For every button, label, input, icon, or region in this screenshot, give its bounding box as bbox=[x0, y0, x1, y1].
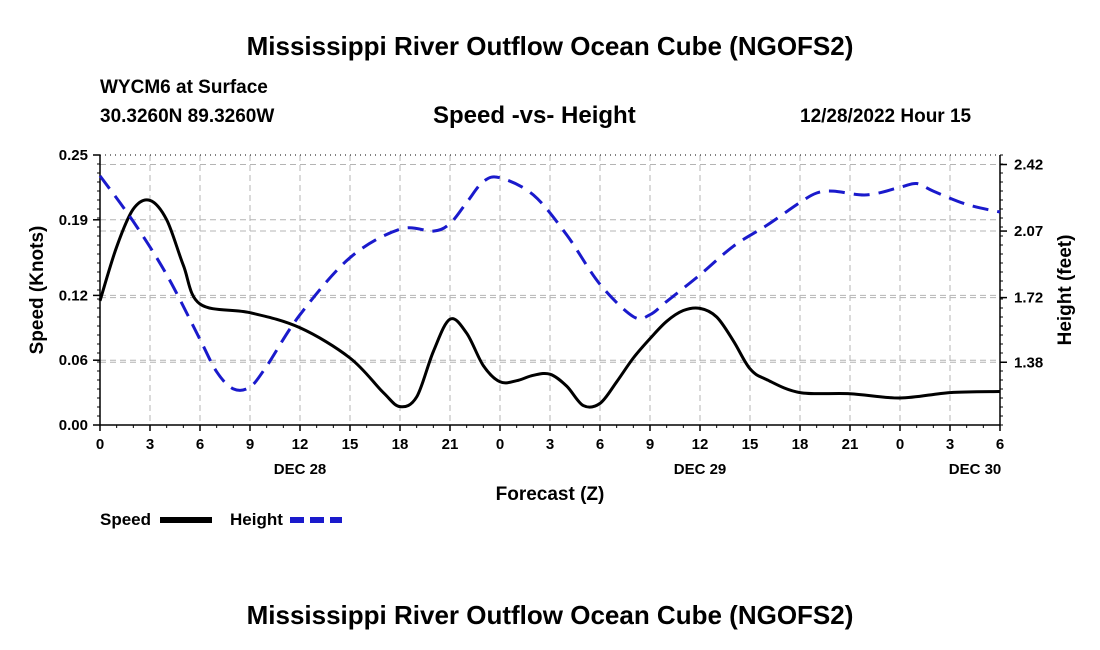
x-tick-label: 9 bbox=[646, 436, 654, 453]
x-tick-label: 6 bbox=[996, 436, 1004, 453]
y-tick-label: 0.06 bbox=[59, 352, 88, 369]
x-tick-label: 3 bbox=[146, 436, 154, 453]
y-tick-label: 0.19 bbox=[59, 212, 88, 229]
date-hour-label: 12/28/2022 Hour 15 bbox=[800, 106, 972, 127]
y-tick-label: 0.00 bbox=[59, 417, 88, 434]
x-tick-label: 3 bbox=[546, 436, 554, 453]
x-tick-label: 0 bbox=[896, 436, 904, 453]
x-tick-label: 3 bbox=[946, 436, 954, 453]
date-label: DEC 30 bbox=[949, 461, 1002, 478]
page-title-top: Mississippi River Outflow Ocean Cube (NG… bbox=[246, 31, 854, 61]
date-label: DEC 28 bbox=[274, 461, 327, 478]
x-axis-title: Forecast (Z) bbox=[496, 484, 605, 505]
y2-tick-label: 1.72 bbox=[1014, 290, 1043, 307]
y-axis-title: Speed (Knots) bbox=[27, 226, 48, 355]
x-tick-label: 12 bbox=[292, 436, 309, 453]
y2-tick-label: 2.07 bbox=[1014, 223, 1043, 240]
page-title-bottom: Mississippi River Outflow Ocean Cube (NG… bbox=[246, 600, 854, 630]
x-tick-label: 0 bbox=[496, 436, 504, 453]
x-tick-label: 6 bbox=[196, 436, 204, 453]
date-label: DEC 29 bbox=[674, 461, 727, 478]
x-tick-label: 21 bbox=[842, 436, 859, 453]
y2-axis-title: Height (feet) bbox=[1055, 235, 1076, 346]
x-tick-label: 6 bbox=[596, 436, 604, 453]
x-tick-label: 21 bbox=[442, 436, 459, 453]
x-tick-label: 18 bbox=[792, 436, 809, 453]
y2-tick-label: 1.38 bbox=[1014, 354, 1043, 371]
x-tick-label: 15 bbox=[742, 436, 759, 453]
legend-speed-label: Speed bbox=[100, 510, 151, 529]
x-tick-label: 0 bbox=[96, 436, 104, 453]
y2-tick-label: 2.42 bbox=[1014, 157, 1043, 174]
x-tick-label: 12 bbox=[692, 436, 709, 453]
x-tick-label: 9 bbox=[246, 436, 254, 453]
legend-height-label: Height bbox=[230, 510, 283, 529]
coordinates-label: 30.3260N 89.3260W bbox=[100, 106, 275, 127]
y-tick-label: 0.12 bbox=[59, 287, 88, 304]
x-tick-label: 18 bbox=[392, 436, 409, 453]
x-tick-label: 15 bbox=[342, 436, 359, 453]
station-label: WYCM6 at Surface bbox=[100, 77, 268, 98]
y-tick-label: 0.25 bbox=[59, 147, 88, 164]
chart-title: Speed -vs- Height bbox=[433, 102, 636, 129]
height-series-line bbox=[98, 175, 1001, 392]
speed-series-line bbox=[98, 198, 1001, 409]
